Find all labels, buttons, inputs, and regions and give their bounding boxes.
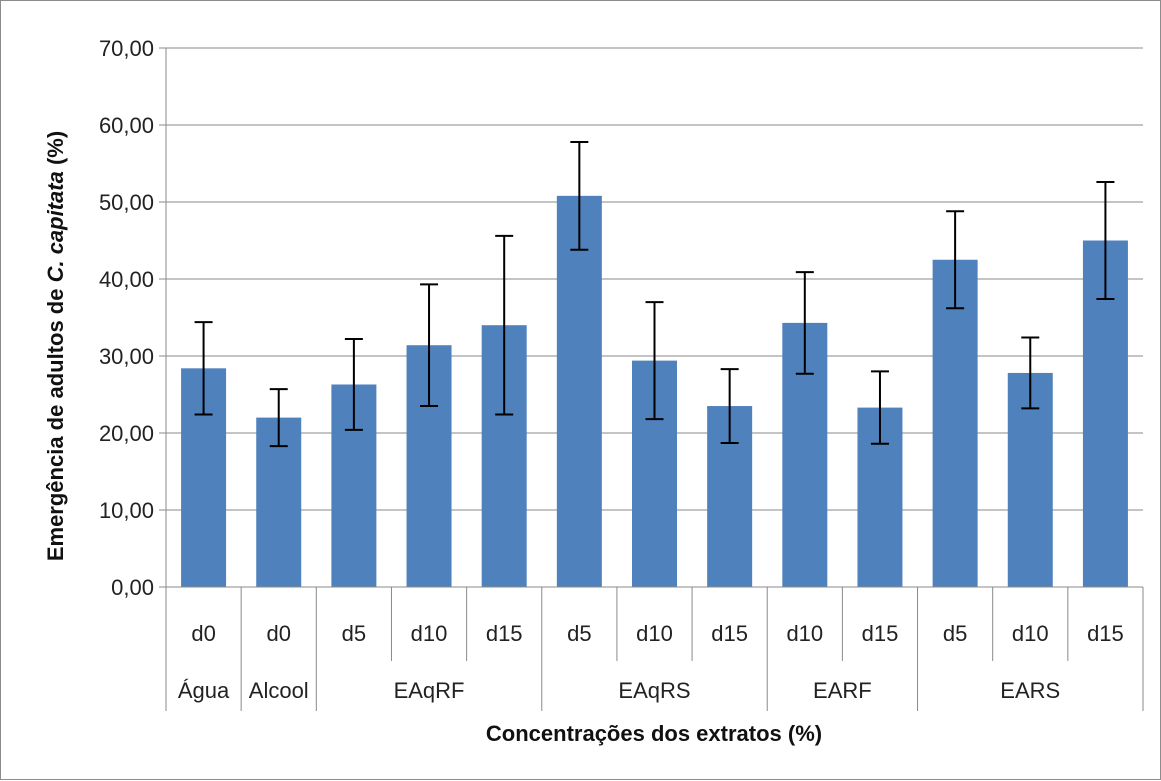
x-tick-label: d0 bbox=[266, 621, 290, 646]
x-tick-label: d5 bbox=[342, 621, 366, 646]
x-axis-title: Concentrações dos extratos (%) bbox=[486, 721, 822, 746]
x-tick-label: d15 bbox=[711, 621, 748, 646]
group-label: Alcool bbox=[249, 678, 309, 703]
y-axis-title: Emergência de adultos de C. capitata (%) bbox=[43, 131, 68, 561]
x-tick-labels: d0 d0 d5 d10 d15 d5 d10 d15 d10 d15 d5 d10 d15 bbox=[191, 621, 1123, 646]
bar bbox=[932, 259, 978, 587]
y-tick-label: 40,00 bbox=[99, 267, 154, 292]
y-axis-title-part3: (%) bbox=[43, 131, 68, 171]
y-tick-label: 50,00 bbox=[99, 190, 154, 215]
y-tick-label: 30,00 bbox=[99, 344, 154, 369]
x-tick-label: d10 bbox=[1012, 621, 1049, 646]
x-tick-label: d10 bbox=[411, 621, 448, 646]
group-label: EARF bbox=[813, 678, 872, 703]
group-labels: Água Alcool EAqRF EAqRS EARF EARS bbox=[178, 678, 1060, 703]
y-tick-labels: 0,00 10,00 20,00 30,00 40,00 50,00 60,00 70,00 bbox=[99, 36, 154, 600]
x-tick-label: d10 bbox=[636, 621, 673, 646]
y-tick-label: 20,00 bbox=[99, 421, 154, 446]
y-axis-title-species: C. capitata bbox=[43, 171, 68, 282]
x-tick-label: d5 bbox=[567, 621, 591, 646]
x-tick-label: d15 bbox=[862, 621, 899, 646]
x-tick-label: d15 bbox=[1087, 621, 1124, 646]
x-tick-label: d0 bbox=[191, 621, 215, 646]
group-label: EAqRF bbox=[394, 678, 465, 703]
bar bbox=[556, 195, 602, 587]
y-axis-title-part1: Emergência de adultos de bbox=[43, 282, 68, 561]
group-label: EARS bbox=[1000, 678, 1060, 703]
y-tick-label: 60,00 bbox=[99, 113, 154, 138]
y-tick-label: 10,00 bbox=[99, 498, 154, 523]
x-tick-label: d10 bbox=[786, 621, 823, 646]
x-tick-label: d15 bbox=[486, 621, 523, 646]
y-tick-label: 70,00 bbox=[99, 36, 154, 61]
axes bbox=[159, 47, 1144, 711]
error-bars bbox=[194, 140, 1115, 448]
y-tick-label: 0,00 bbox=[111, 575, 154, 600]
group-label: EAqRS bbox=[618, 678, 690, 703]
group-label: Água bbox=[178, 678, 230, 703]
x-tick-label: d5 bbox=[943, 621, 967, 646]
